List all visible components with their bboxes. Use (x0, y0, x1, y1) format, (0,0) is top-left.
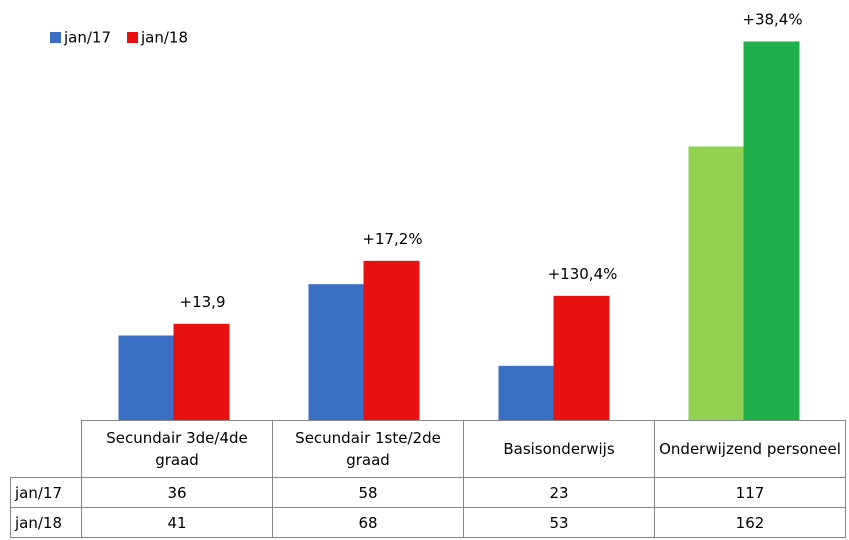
legend-swatch (127, 32, 139, 43)
table-corner (10, 420, 82, 478)
legend-label: jan/17 (63, 29, 111, 47)
table-value: 68 (272, 507, 464, 538)
category-label: Basisonderwijs (463, 420, 655, 478)
table-value: 41 (81, 507, 273, 538)
row-label: jan/17 (10, 477, 82, 508)
bar (173, 323, 230, 420)
annotation: +130,4% (548, 265, 618, 283)
legend-swatch (50, 32, 61, 43)
annotation: +17,2% (362, 230, 422, 248)
row-label: jan/18 (10, 507, 82, 538)
table-value: 162 (654, 507, 846, 538)
table-value: 23 (463, 477, 655, 508)
legend-label: jan/18 (140, 29, 188, 47)
bar (498, 365, 555, 420)
data-table: Secundair 3de/4de graad Secundair 1ste/2d… (10, 420, 846, 538)
bar (743, 41, 800, 420)
annotation: +38,4% (742, 11, 802, 29)
table-value: 36 (81, 477, 273, 508)
table-value: 117 (654, 477, 846, 508)
bar (363, 260, 420, 420)
chart: +13,9 +17,2% +130,4% +38,4% jan/17 jan/18 (50, 11, 803, 420)
category-label: Secundair 3de/4de graad (81, 420, 273, 478)
table-value: 58 (272, 477, 464, 508)
bar (308, 284, 365, 420)
category-label: Onderwijzend personeel (654, 420, 846, 478)
bar (118, 335, 175, 420)
category-label: Secundair 1ste/2de graad (272, 420, 464, 478)
bar (553, 295, 610, 420)
bar (688, 146, 745, 420)
table-value: 53 (463, 507, 655, 538)
annotation: +13,9 (180, 293, 226, 311)
